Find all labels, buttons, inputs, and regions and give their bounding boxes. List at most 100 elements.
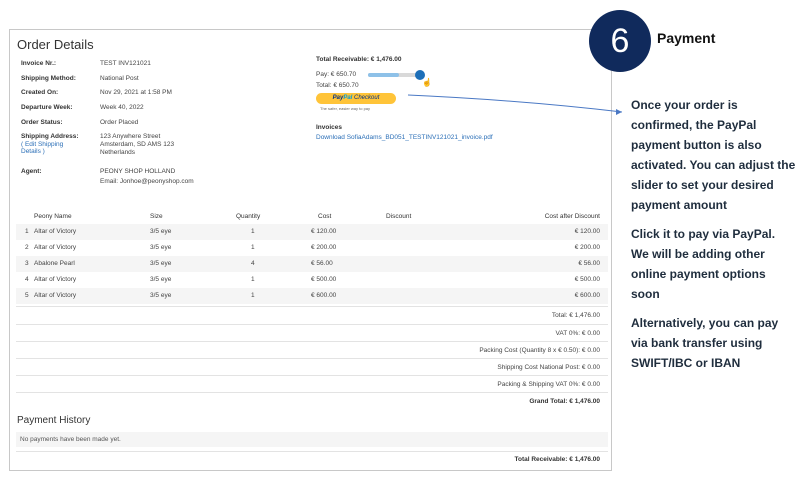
slider-fill <box>368 73 399 77</box>
row-cost: € 500.00 <box>311 276 337 283</box>
row-cost-after: € 600.00 <box>574 292 600 299</box>
invoice-label: Invoice Nr.: <box>21 60 57 67</box>
row-size: 3/5 eye <box>150 260 172 267</box>
callout-line-path <box>407 94 623 113</box>
summary-packing-vat: Packing & Shipping VAT 0%: € 0.00 <box>16 375 608 392</box>
payment-history-total-text: Total Receivable: € 1,476.00 <box>514 456 600 463</box>
row-cost: € 120.00 <box>311 228 337 235</box>
edit-shipping-link[interactable]: ( Edit Shipping Details ) <box>21 141 64 155</box>
row-number: 4 <box>25 276 29 283</box>
row-cost-after: € 200.00 <box>574 244 600 251</box>
pay-total: Total: € 650.70 <box>316 82 359 89</box>
slider-handle[interactable] <box>414 70 425 80</box>
summary-grand-total: Grand Total: € 1,476.00 <box>16 392 608 409</box>
row-name: Altar of Victory <box>34 228 77 235</box>
row-number: 1 <box>25 228 29 235</box>
payment-history-title: Payment History <box>17 415 91 426</box>
row-size: 3/5 eye <box>150 228 172 235</box>
header-peony-name: Peony Name <box>34 213 72 220</box>
row-name: Altar of Victory <box>34 276 77 283</box>
header-quantity: Quantity <box>236 213 261 220</box>
table-row: 2 Altar of Victory 3/5 eye 1 € 200.00 € … <box>16 240 608 256</box>
pay-amount: Pay: € 650.70 <box>316 71 357 78</box>
summary-shipping: Shipping Cost National Post: € 0.00 <box>16 358 608 375</box>
header-cost-after-discount: Cost after Discount <box>544 213 600 220</box>
row-quantity: 1 <box>251 244 255 251</box>
row-cost: € 56.00 <box>311 260 333 267</box>
table-row: 5 Altar of Victory 3/5 eye 1 € 600.00 € … <box>16 288 608 304</box>
row-quantity: 4 <box>251 260 255 267</box>
row-cost: € 600.00 <box>311 292 337 299</box>
row-name: Altar of Victory <box>34 292 77 299</box>
row-quantity: 1 <box>251 276 255 283</box>
header-discount: Discount <box>386 213 412 220</box>
agent-name: PEONY SHOP HOLLAND <box>100 168 176 175</box>
row-size: 3/5 eye <box>150 276 172 283</box>
row-name: Abalone Pearl <box>34 260 75 267</box>
row-size: 3/5 eye <box>150 244 172 251</box>
hand-cursor-icon: ☝ <box>422 78 432 87</box>
address-line1: 123 Anywhere Street <box>100 133 161 140</box>
row-cost-after: € 120.00 <box>574 228 600 235</box>
row-cost-after: € 56.00 <box>578 260 600 267</box>
agent-email[interactable]: Email: Jonhoe@peonyshop.com <box>100 178 194 185</box>
shipping-method-value: National Post <box>100 75 139 82</box>
row-number: 2 <box>25 244 29 251</box>
summary-vat-text: VAT 0%: € 0.00 <box>555 330 600 337</box>
summary-packing: Packing Cost (Quantity 8 x € 0.50): € 0.… <box>16 341 608 358</box>
payment-history-total: Total Receivable: € 1,476.00 <box>16 451 608 466</box>
shipping-method-label: Shipping Method: <box>21 75 76 82</box>
summary-total-text: Total: € 1,476.00 <box>551 312 600 319</box>
paypal-label-checkout: Checkout <box>352 95 380 101</box>
step-number-badge: 6 <box>589 10 651 72</box>
invoice-value: TEST INV121021 <box>100 60 151 67</box>
note-paypal-activation: Once your order is confirmed, the PayPal… <box>631 98 796 212</box>
paypal-label-pay: Pay <box>332 95 344 101</box>
total-receivable: Total Receivable: € 1,476.00 <box>316 56 402 63</box>
payment-history-empty: No payments have been made yet. <box>16 432 608 447</box>
step-title: Payment <box>657 30 716 46</box>
row-cost: € 200.00 <box>311 244 337 251</box>
note-pay-via-paypal: Click it to pay via PayPal. We will be a… <box>631 227 776 301</box>
row-number: 5 <box>25 292 29 299</box>
header-size: Size <box>150 213 163 220</box>
row-quantity: 1 <box>251 292 255 299</box>
invoice-download-link[interactable]: Download SofiaAdams_BD051_TESTINV121021_… <box>316 134 493 141</box>
summary-packing-text: Packing Cost (Quantity 8 x € 0.50): € 0.… <box>479 347 600 354</box>
summary-total: Total: € 1,476.00 <box>16 306 608 323</box>
row-size: 3/5 eye <box>150 292 172 299</box>
created-on-value: Nov 29, 2021 at 1:58 PM <box>100 89 172 96</box>
summary-grand-total-text: Grand Total: € 1,476.00 <box>529 398 600 405</box>
callout-arrow-head <box>616 109 622 115</box>
paypal-checkout-button[interactable]: PayPal Checkout <box>316 93 396 104</box>
shipping-address-label: Shipping Address: <box>21 133 79 140</box>
row-quantity: 1 <box>251 228 255 235</box>
row-number: 3 <box>25 260 29 267</box>
header-cost: Cost <box>318 213 332 220</box>
summary-vat: VAT 0%: € 0.00 <box>16 324 608 341</box>
table-row: 1 Altar of Victory 3/5 eye 1 € 120.00 € … <box>16 224 608 240</box>
summary-shipping-text: Shipping Cost National Post: € 0.00 <box>497 364 600 371</box>
paypal-tagline: The safer, easier way to pay <box>320 106 371 111</box>
table-row: 3 Abalone Pearl 3/5 eye 4 € 56.00 € 56.0… <box>16 256 608 272</box>
instruction-notes: Once your order is confirmed, the PayPal… <box>631 95 796 382</box>
page-title: Order Details <box>17 37 94 52</box>
paypal-label-pal: Pal <box>343 95 353 101</box>
row-cost-after: € 500.00 <box>574 276 600 283</box>
departure-week-label: Departure Week: <box>21 104 73 111</box>
table-header: Peony Name Size Quantity Cost Discount C… <box>16 210 608 224</box>
order-details-panel: Order Details Invoice Nr.: TEST INV12102… <box>9 29 612 471</box>
agent-label: Agent: <box>21 168 42 175</box>
summary-packing-vat-text: Packing & Shipping VAT 0%: € 0.00 <box>497 381 600 388</box>
table-row: 4 Altar of Victory 3/5 eye 1 € 500.00 € … <box>16 272 608 288</box>
note-bank-transfer: Alternatively, you can pay via bank tran… <box>631 316 779 370</box>
departure-week-value: Week 40, 2022 <box>100 104 144 111</box>
payment-slider[interactable] <box>368 70 425 80</box>
order-status-value: Order Placed <box>100 119 139 126</box>
row-name: Altar of Victory <box>34 244 77 251</box>
address-line2: Amsterdam, SD AMS 123 <box>100 141 175 148</box>
address-line3: Netherlands <box>100 149 136 156</box>
invoices-label: Invoices <box>316 124 343 131</box>
created-on-label: Created On: <box>21 89 59 96</box>
